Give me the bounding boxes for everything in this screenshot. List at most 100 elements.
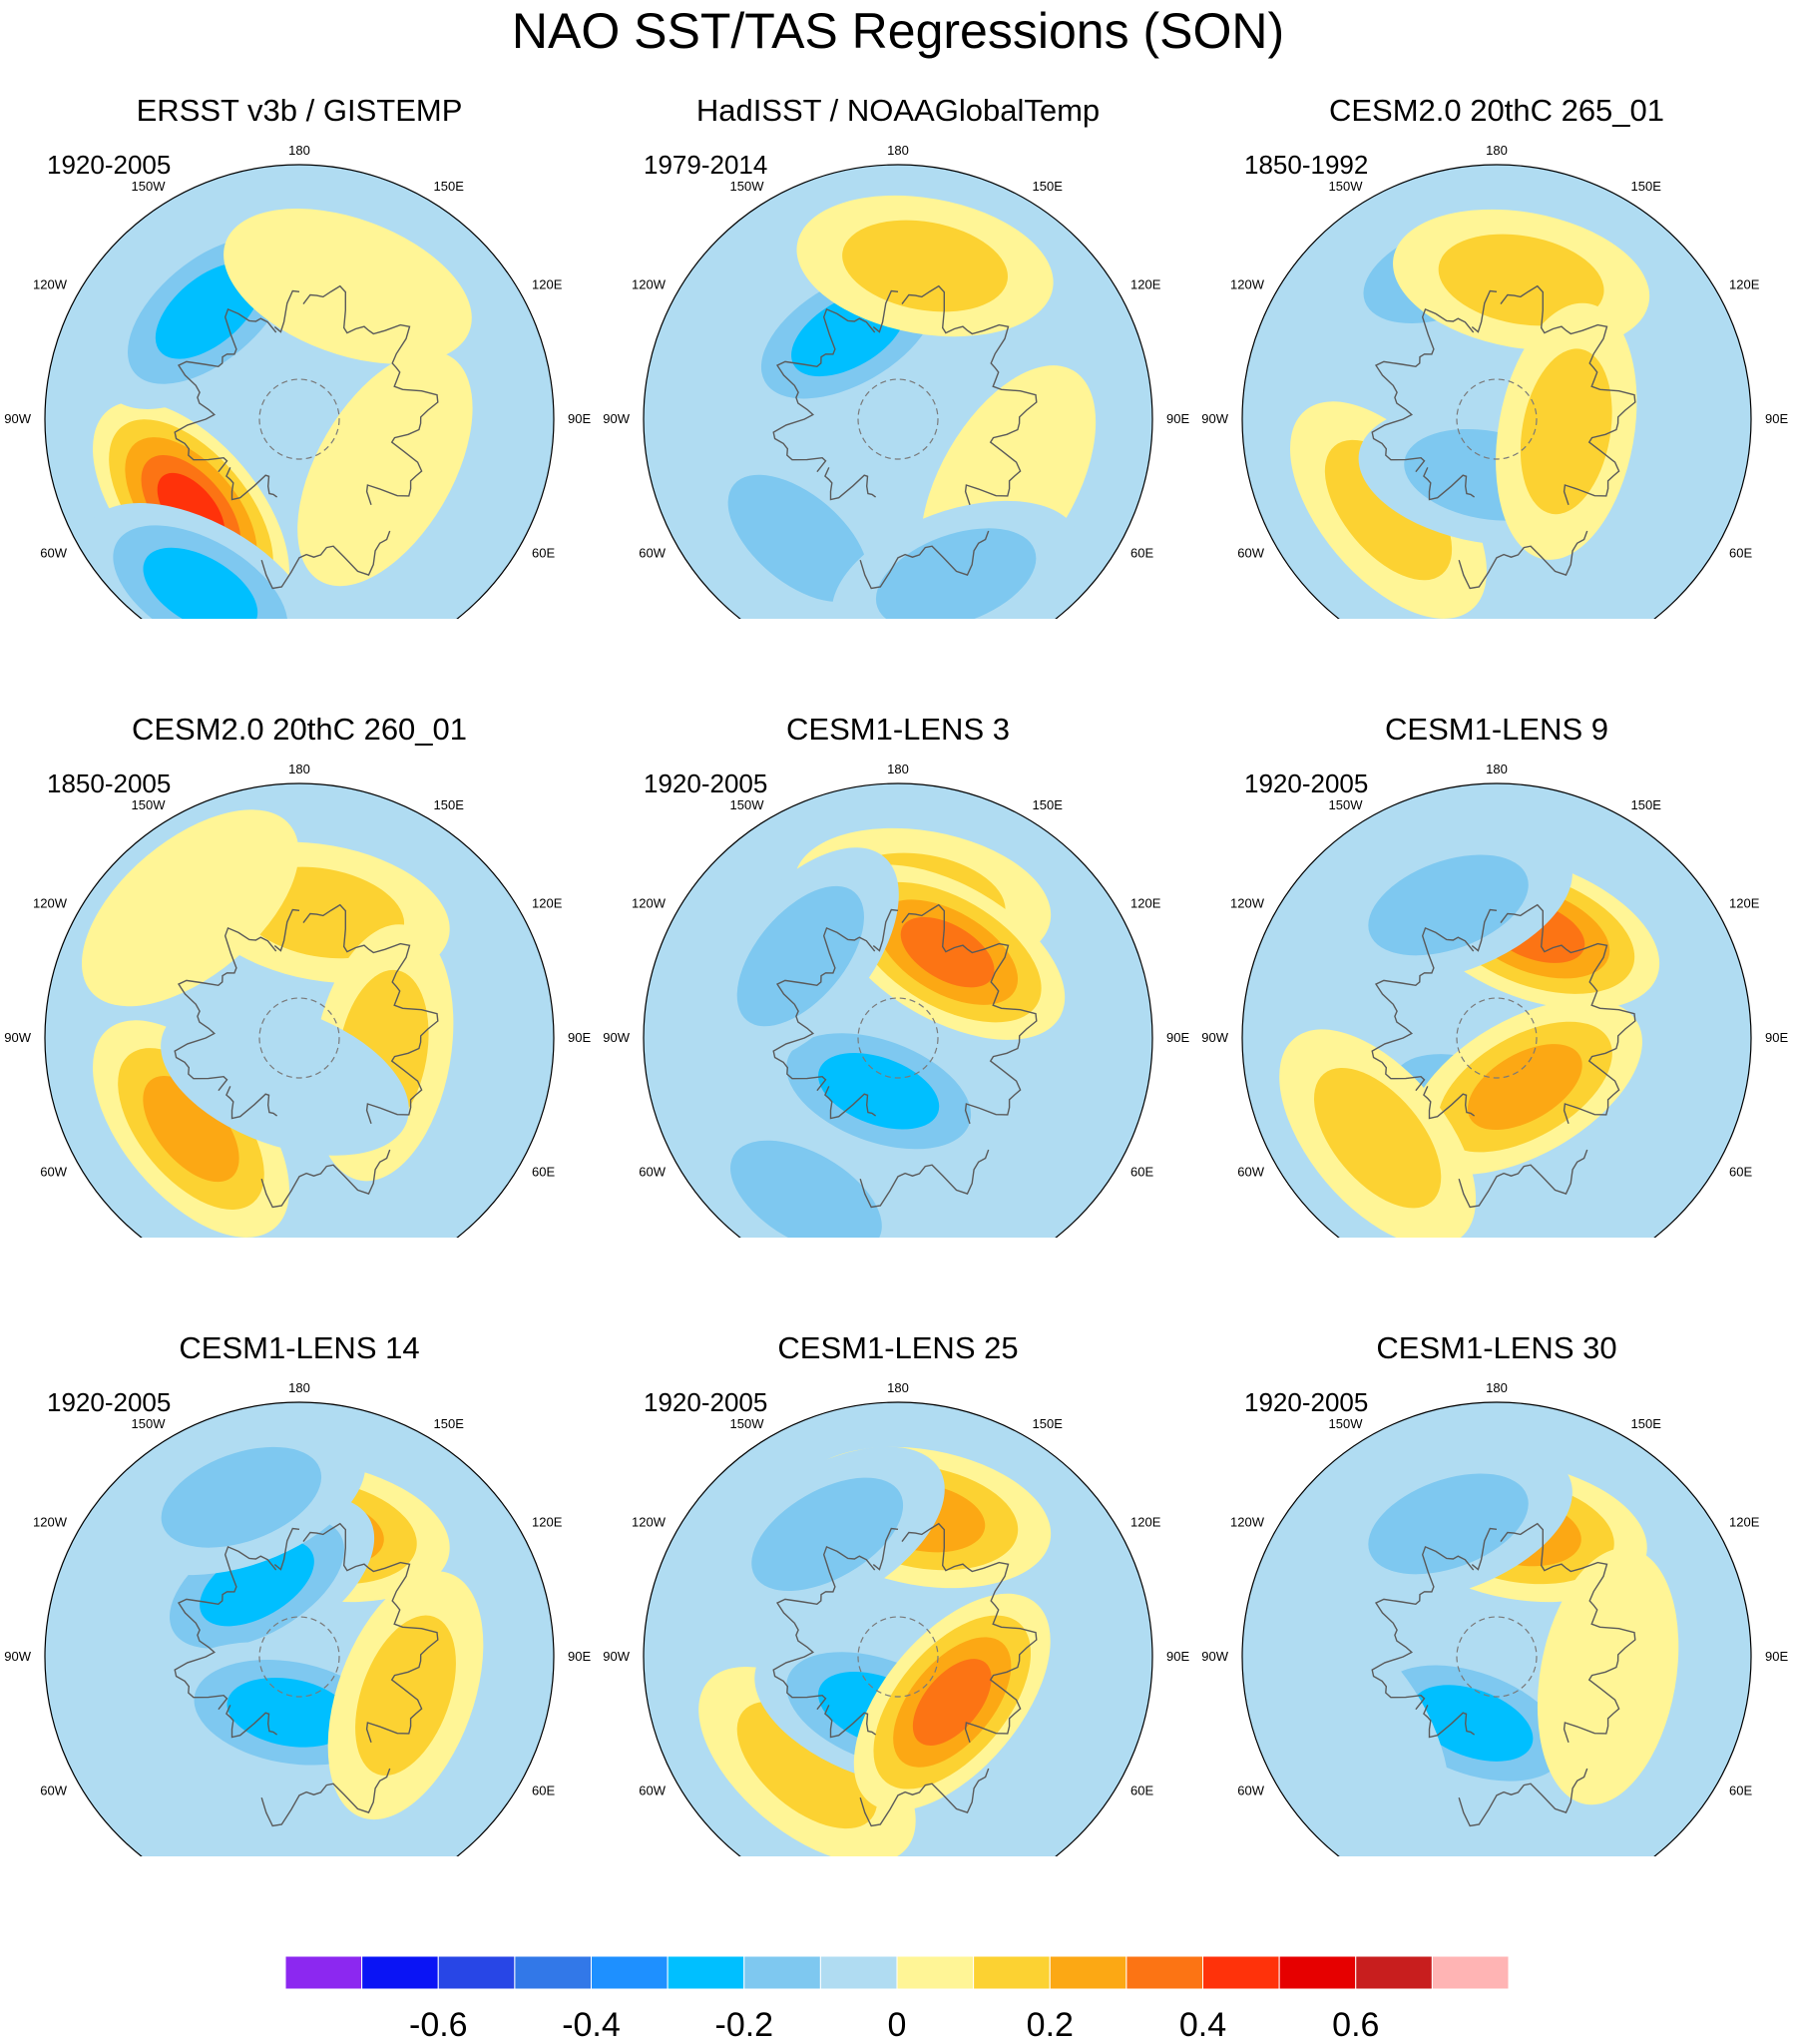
- longitude-label: 90E: [568, 411, 591, 426]
- longitude-label: 150E: [1033, 797, 1064, 812]
- coastline-segment: [901, 284, 1038, 506]
- panel-period: 1920-2005: [644, 1387, 768, 1417]
- coastline-segment: [225, 1086, 278, 1120]
- colorbar-swatch: [743, 1956, 821, 1990]
- longitude-label: 180: [288, 143, 310, 158]
- coastlines: [174, 1522, 439, 1827]
- colorbar-tick-label: 0: [888, 2006, 907, 2044]
- longitude-label: 60E: [532, 546, 555, 561]
- map-panel: CESM2.0 20thC 265_01 1850-1992 180 150W 150E…: [1197, 0, 1796, 619]
- colorbar-swatch: [514, 1956, 593, 1990]
- colorbar-swatch: [819, 1956, 898, 1990]
- arctic-islands-outline: [857, 378, 939, 460]
- longitude-label: 150W: [1329, 179, 1364, 194]
- anomaly-contour: [200, 1540, 314, 1627]
- figure-title: NAO SST/TAS Regressions (SON): [511, 3, 1285, 59]
- longitude-label: 150W: [1329, 797, 1364, 812]
- anomaly-contour: [818, 1052, 940, 1130]
- coastline-segment: [872, 908, 899, 952]
- panel-title: HadISST / NOAAGlobalTemp: [695, 93, 1101, 128]
- longitude-label: 150W: [132, 1416, 167, 1431]
- longitude-label: 180: [887, 1380, 909, 1395]
- longitude-label: 150W: [132, 797, 167, 812]
- map-panel: CESM1-LENS 9 1920-2005 180 150W 150E 120W 120E…: [1197, 619, 1796, 1238]
- anomaly-contour: [355, 1615, 456, 1776]
- map-border: [643, 1401, 1153, 1856]
- coastlines: [1371, 903, 1636, 1209]
- panel-period: 1979-2014: [644, 150, 768, 180]
- coastline-segment: [772, 307, 876, 473]
- anomaly-contour: [736, 1701, 878, 1829]
- longitude-label: 90E: [1166, 411, 1189, 426]
- coastline-segment: [260, 530, 391, 590]
- longitude-label: 60W: [639, 1165, 666, 1180]
- anomaly-contour: [1412, 1685, 1534, 1762]
- coastline-segment: [302, 1522, 439, 1744]
- coastline-segment: [859, 1768, 990, 1827]
- arctic-islands-outline: [1456, 378, 1538, 460]
- panel-title: ERSST v3b / GISTEMP: [136, 93, 463, 128]
- longitude-label: 60E: [1729, 546, 1752, 561]
- anomaly-contour: [1438, 234, 1604, 326]
- coastline-segment: [174, 307, 277, 473]
- coastline-segment: [1423, 1705, 1476, 1739]
- coastline-segment: [872, 289, 899, 333]
- polar-map: 180150W150E120W120E90W90E60W60E30W30E0: [4, 143, 591, 619]
- longitude-label: 90W: [603, 1030, 630, 1045]
- longitude-label: 60E: [1130, 546, 1153, 561]
- map-panel: CESM1-LENS 14 1920-2005 180 150W 150E 120W 120…: [0, 1238, 599, 1856]
- colorbar-swatch: [437, 1956, 516, 1990]
- longitude-label: 90W: [4, 1030, 31, 1045]
- arctic-islands-outline: [258, 378, 340, 460]
- anomaly-contour: [143, 1075, 239, 1183]
- longitude-label: 150W: [730, 1416, 765, 1431]
- anomaly-contour: [842, 220, 1008, 312]
- anomaly-contour: [727, 474, 869, 603]
- longitude-label: 120E: [532, 1515, 563, 1530]
- colorbar-swatch: [1125, 1956, 1204, 1990]
- coastline-segment: [872, 1527, 899, 1571]
- anomaly-contour: [736, 885, 864, 1027]
- colorbar-swatch: [1278, 1956, 1357, 1990]
- anomaly-contour: [226, 1677, 352, 1748]
- longitude-label: 60E: [532, 1165, 555, 1180]
- coastline-segment: [1371, 926, 1475, 1092]
- arctic-islands-outline: [258, 997, 340, 1079]
- longitude-label: 120E: [1729, 896, 1760, 911]
- coastline-segment: [824, 1705, 877, 1739]
- longitude-label: 90W: [4, 411, 31, 426]
- coastline-segment: [273, 1527, 300, 1571]
- colorbar-tick-label: 0.4: [1179, 2006, 1226, 2044]
- longitude-label: 120E: [1130, 277, 1161, 292]
- coastlines: [772, 284, 1038, 590]
- coastlines: [1371, 1522, 1636, 1827]
- panel-period: 1850-1992: [1244, 150, 1369, 180]
- colorbar-swatch: [973, 1956, 1051, 1990]
- coastline-segment: [174, 1545, 277, 1711]
- longitude-label: 60E: [1729, 1165, 1752, 1180]
- colorbar-swatch: [667, 1956, 745, 1990]
- map-border: [44, 782, 555, 1238]
- longitude-label: 120E: [1729, 277, 1760, 292]
- coastline-segment: [1471, 1527, 1498, 1571]
- polar-map: 180150W150E120W120E90W90E60W60E30W30E0: [4, 762, 591, 1238]
- polar-map: 180150W150E120W120E90W90E60W60E30W30E0: [1201, 762, 1788, 1238]
- longitude-label: 60E: [1729, 1784, 1752, 1798]
- anomaly-contour: [1274, 1617, 1450, 1852]
- coastline-segment: [1423, 467, 1476, 501]
- map-panel: HadISST / NOAAGlobalTemp 1979-2014 180 150W…: [599, 0, 1197, 619]
- coastline-segment: [1458, 530, 1588, 590]
- panel-title: CESM2.0 20thC 260_01: [131, 712, 468, 747]
- longitude-label: 90W: [603, 411, 630, 426]
- panel-title: CESM2.0 20thC 265_01: [1328, 93, 1665, 128]
- longitude-label: 150E: [1033, 1416, 1064, 1431]
- longitude-label: 60E: [1130, 1165, 1153, 1180]
- coastline-segment: [859, 1149, 990, 1209]
- longitude-label: 150W: [730, 179, 765, 194]
- arctic-islands-outline: [857, 1616, 939, 1698]
- anomaly-contour: [1313, 1067, 1442, 1209]
- longitude-label: 180: [1486, 143, 1508, 158]
- map-panel: CESM2.0 20thC 260_01 1850-2005 180 150W 150E…: [0, 619, 599, 1238]
- longitude-label: 120E: [532, 277, 563, 292]
- coastline-segment: [772, 1545, 876, 1711]
